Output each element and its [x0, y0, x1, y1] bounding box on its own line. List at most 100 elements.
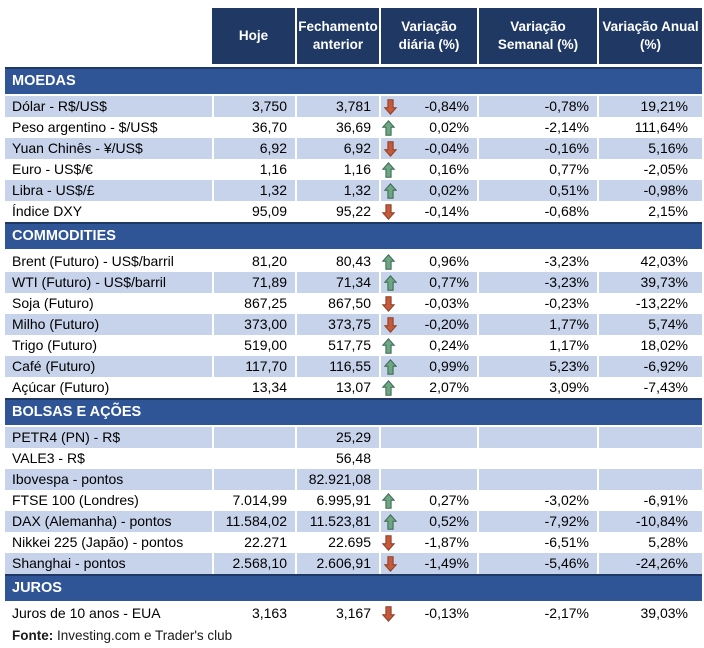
- fechamento-value: 116,55: [295, 356, 379, 377]
- variacao-diaria-cell: 0,99%: [379, 356, 477, 377]
- variacao-diaria-value: 0,99%: [429, 358, 469, 374]
- hoje-value: 117,70: [212, 356, 295, 377]
- hoje-value: 3,750: [212, 96, 295, 117]
- variacao-anual-value: 5,28%: [648, 534, 688, 550]
- fechamento-value: 6.995,91: [316, 492, 372, 508]
- row-label: Açúcar (Futuro): [12, 379, 110, 395]
- fechamento-value: 71,34: [295, 272, 379, 293]
- hoje-value: 95,09: [251, 203, 287, 219]
- variacao-anual-value: -7,43%: [643, 379, 688, 395]
- variacao-semanal-value: -3,23%: [477, 272, 597, 293]
- hoje-value: 3,163: [251, 605, 287, 621]
- variacao-semanal-value: 0,77%: [549, 161, 589, 177]
- hoje-value: 6,92: [212, 138, 295, 159]
- row-label: Milho (Futuro): [5, 314, 212, 335]
- row-label: VALE3 - R$: [12, 450, 85, 466]
- trend-icon: [384, 98, 398, 115]
- section-header-bolsas-e-acoes: BOLSAS E AÇÕES: [5, 398, 702, 425]
- trend-icon: [384, 472, 398, 488]
- hoje-value: 13,34: [251, 379, 287, 395]
- variacao-anual-value: [597, 469, 702, 490]
- variacao-diaria-value: -0,03%: [424, 295, 469, 311]
- market-summary-table: Hoje Fechamento anterior Variação diária…: [5, 8, 702, 648]
- row-label: Dólar - R$/US$: [5, 96, 212, 117]
- hoje-value: 7.014,99: [232, 492, 288, 508]
- fechamento-value: 6,92: [295, 138, 379, 159]
- trend-icon: [384, 182, 398, 199]
- row-label: Yuan Chinês - ¥/US$: [5, 138, 212, 159]
- table-row: WTI (Futuro) - US$/barril 71,89 71,34 0,…: [5, 272, 702, 293]
- variacao-diaria-cell: -0,84%: [379, 96, 477, 117]
- row-label: Índice DXY: [12, 203, 83, 219]
- variacao-diaria-value: 0,02%: [429, 182, 469, 198]
- variacao-diaria-value: 0,77%: [429, 274, 469, 290]
- variacao-diaria-cell: 0,02%: [379, 180, 477, 201]
- table-row: Índice DXY 95,09 95,22 -0,14% -0,68% 2,1…: [5, 201, 702, 222]
- table-row: Nikkei 225 (Japão) - pontos 22.271 22.69…: [5, 532, 702, 553]
- fechamento-value: 56,48: [335, 450, 371, 466]
- trend-icon: [384, 555, 398, 572]
- trend-icon: [382, 534, 396, 551]
- fechamento-value: 25,29: [295, 427, 379, 448]
- table-row: VALE3 - R$ 56,48: [5, 448, 702, 469]
- variacao-diaria-cell: [379, 469, 477, 490]
- variacao-diaria-cell: 2,07%: [379, 377, 477, 398]
- variacao-diaria-value: -0,04%: [424, 140, 469, 156]
- fechamento-value: 36,69: [335, 119, 371, 135]
- table-row: DAX (Alemanha) - pontos 11.584,02 11.523…: [5, 511, 702, 532]
- variacao-diaria-cell: -0,14%: [379, 201, 477, 222]
- row-label: DAX (Alemanha) - pontos: [5, 511, 212, 532]
- hoje-value: 36,70: [251, 119, 287, 135]
- variacao-anual-value: -10,84%: [597, 511, 702, 532]
- trend-icon: [382, 379, 396, 396]
- variacao-semanal-value: 0,51%: [477, 180, 597, 201]
- table-row: Libra - US$/£ 1,32 1,32 0,02% 0,51% -0,9…: [5, 180, 702, 201]
- variacao-diaria-cell: -0,04%: [379, 138, 477, 159]
- trend-icon: [384, 513, 398, 530]
- trend-icon: [382, 253, 396, 270]
- section-header-juros: JUROS: [5, 574, 702, 601]
- trend-icon: [382, 295, 396, 312]
- variacao-diaria-cell: [379, 448, 477, 469]
- variacao-diaria-cell: -0,20%: [379, 314, 477, 335]
- variacao-anual-value: -2,05%: [643, 161, 688, 177]
- column-header-variacao-semanal: Variação Semanal (%): [477, 8, 597, 64]
- section-header-commodities: COMMODITIES: [5, 222, 702, 249]
- row-label: WTI (Futuro) - US$/barril: [5, 272, 212, 293]
- table-row: Soja (Futuro) 867,25 867,50 -0,03% -0,23…: [5, 293, 702, 314]
- trend-icon: [384, 316, 398, 333]
- row-label: Ibovespa - pontos: [5, 469, 212, 490]
- trend-icon: [384, 430, 398, 446]
- fechamento-value: 1,32: [295, 180, 379, 201]
- table-row: Shanghai - pontos 2.568,10 2.606,91 -1,4…: [5, 553, 702, 574]
- table-row: Juros de 10 anos - EUA 3,163 3,167 -0,13…: [5, 603, 702, 624]
- variacao-anual-value: [597, 427, 702, 448]
- trend-icon: [382, 337, 396, 354]
- variacao-anual-value: 39,03%: [640, 605, 688, 621]
- variacao-diaria-cell: 0,52%: [379, 511, 477, 532]
- variacao-anual-value: 5,16%: [597, 138, 702, 159]
- row-label: Brent (Futuro) - US$/barril: [12, 253, 174, 269]
- variacao-anual-value: 42,03%: [640, 253, 688, 269]
- row-label: Peso argentino - $/US$: [12, 119, 158, 135]
- variacao-semanal-value: -7,92%: [477, 511, 597, 532]
- variacao-diaria-cell: 0,77%: [379, 272, 477, 293]
- variacao-anual-value: -0,98%: [597, 180, 702, 201]
- fechamento-value: 80,43: [335, 253, 371, 269]
- variacao-diaria-value: 0,27%: [429, 492, 469, 508]
- table-row: FTSE 100 (Londres) 7.014,99 6.995,91 0,2…: [5, 490, 702, 511]
- fechamento-value: 3,781: [295, 96, 379, 117]
- variacao-diaria-value: -0,14%: [424, 203, 469, 219]
- trend-icon: [382, 492, 396, 509]
- variacao-anual-value: -13,22%: [635, 295, 688, 311]
- table-row: PETR4 (PN) - R$ 25,29: [5, 427, 702, 448]
- variacao-semanal-value: 5,23%: [477, 356, 597, 377]
- hoje-value: 373,00: [212, 314, 295, 335]
- trend-icon: [382, 119, 396, 136]
- variacao-diaria-cell: [379, 427, 477, 448]
- variacao-diaria-value: -1,49%: [424, 555, 469, 571]
- variacao-diaria-cell: 0,16%: [379, 159, 477, 180]
- hoje-value: 11.584,02: [212, 511, 295, 532]
- variacao-diaria-value: 0,02%: [429, 119, 469, 135]
- trend-icon: [382, 605, 396, 622]
